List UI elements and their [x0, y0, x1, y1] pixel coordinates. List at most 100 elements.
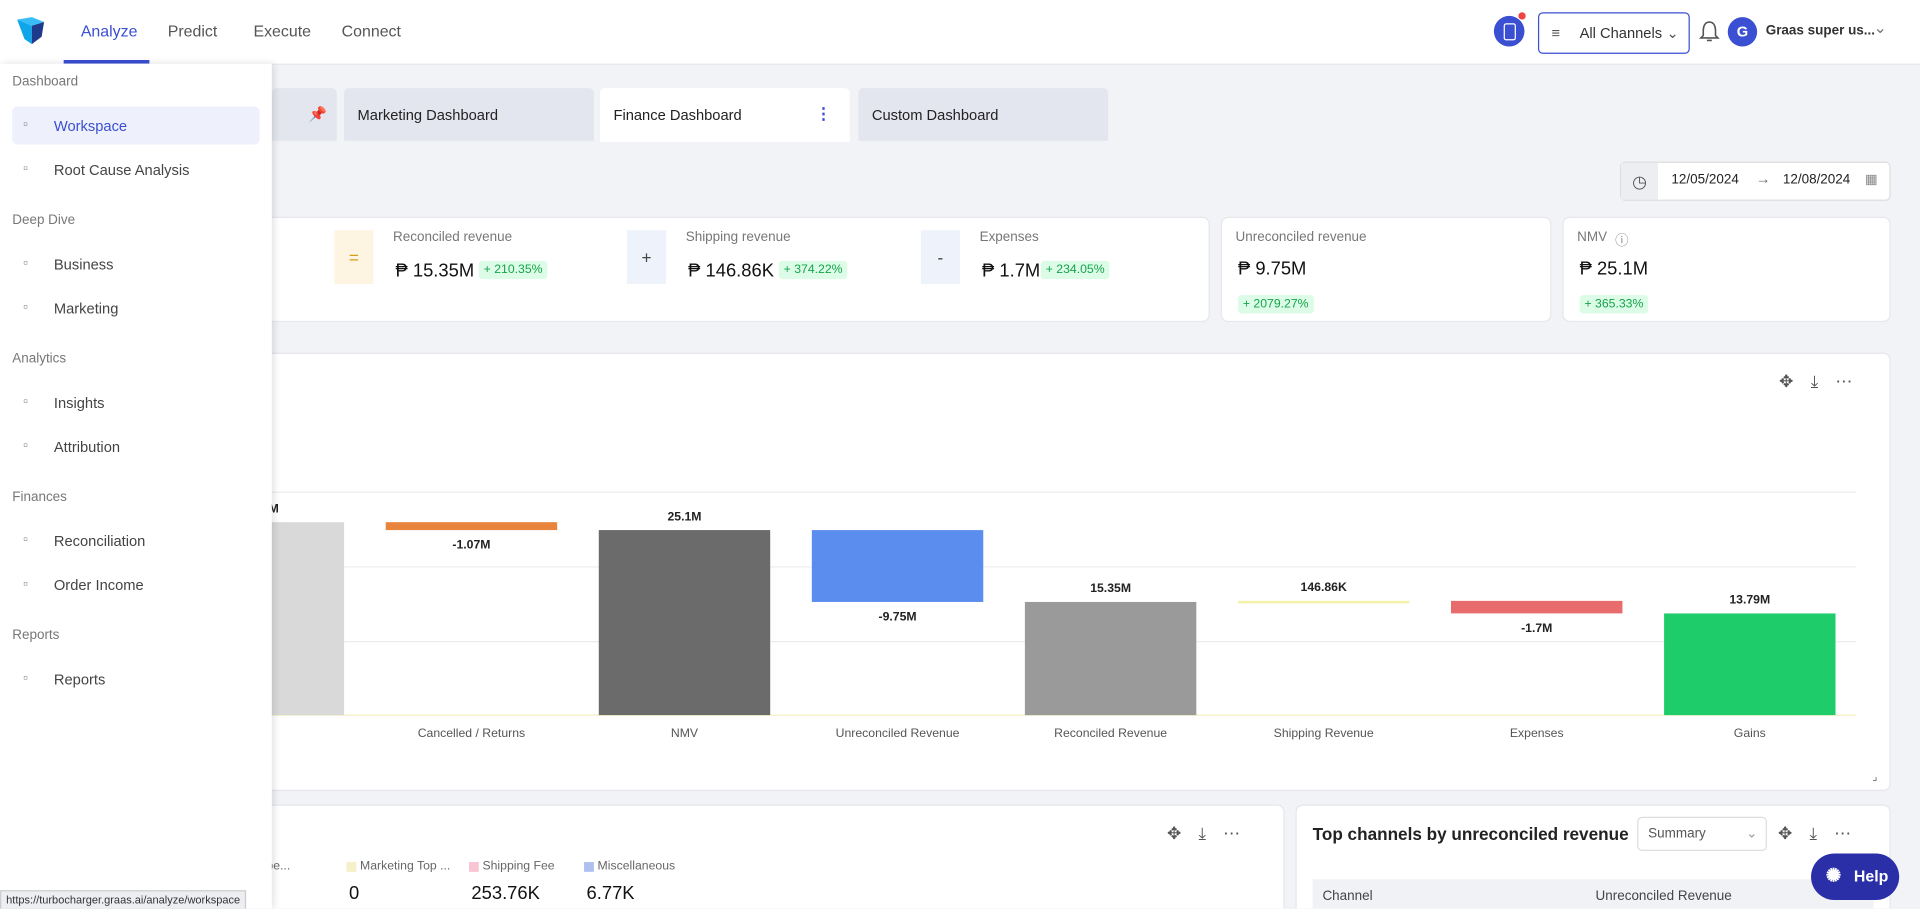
menu-icon: ▫	[23, 255, 29, 271]
report-icon[interactable]	[1493, 12, 1526, 47]
help-icon: ✺	[1825, 865, 1842, 887]
menu-item[interactable]: Business	[53, 255, 114, 274]
date-end: 12/08/2024	[1782, 172, 1851, 188]
kpi-change: + 234.05%	[1040, 260, 1110, 280]
date-range[interactable]: ◷ 12/05/2024 → 12/08/2024 ▦	[1620, 161, 1891, 201]
filter-label: All Channels	[1579, 24, 1663, 42]
value-label: -1.07M	[452, 537, 490, 551]
menu-item[interactable]: Marketing	[53, 300, 119, 318]
kpi-change: + 365.33%	[1579, 295, 1649, 314]
section-title: Analytics	[12, 351, 67, 367]
active-underline	[63, 60, 150, 64]
top-nav: Analyze Predict Execute Connect ≡ All Channe…	[0, 0, 1920, 65]
active-item-bg	[12, 106, 260, 145]
kpi-sign: =	[334, 230, 374, 285]
user-name[interactable]: Graas super us...	[1765, 23, 1876, 38]
help-button[interactable]: ✺ Help	[1811, 853, 1900, 901]
icon-glyph	[1503, 23, 1516, 41]
bar	[1237, 600, 1410, 604]
value-label: -1.7M	[1521, 621, 1552, 635]
category-label: Gains	[1734, 726, 1766, 740]
menu-icon: ▫	[23, 671, 29, 686]
tab-label: Finance Dashboard	[613, 106, 742, 124]
kpi-label: NMV	[1577, 230, 1608, 245]
bar	[385, 522, 558, 531]
dashboard-tab[interactable]: Custom Dashboard	[858, 88, 1109, 141]
category-label: Cancelled / Returns	[418, 726, 525, 740]
card-actions[interactable]: ✥⤓⋯	[1777, 822, 1869, 843]
legend-label: Shipping Fee	[482, 859, 555, 874]
bell-icon[interactable]	[1698, 20, 1720, 44]
legend-label: Miscellaneous	[597, 859, 676, 874]
sidebar: Dashboard ▫ Workspace ▫ Root Cause Analysis D…	[0, 63, 272, 909]
menu-item[interactable]: Insights	[53, 394, 105, 412]
bar	[598, 530, 771, 716]
menu-icon: ▫	[23, 394, 29, 409]
kpi-label: Expenses	[979, 230, 1039, 245]
card-actions[interactable]: ✥⤓⋯	[1166, 822, 1258, 843]
kpi-card: Unreconciled revenue ₱ 9.75M + 2079.27%	[1220, 216, 1552, 323]
menu-item[interactable]: Order Income	[53, 576, 144, 594]
card-actions[interactable]: ✥⤓⋯	[1779, 371, 1870, 391]
menu-item[interactable]: Workspace	[53, 117, 128, 135]
costs-card: ✥⤓⋯ ting Spe...6KMarketing Top ...0Shipp…	[221, 804, 1285, 909]
kpi-label: Reconciled revenue	[393, 230, 513, 245]
kpi-card: NMV ⓘ ₱ 25.1M + 365.33%	[1562, 216, 1891, 323]
menu-item[interactable]: Reports	[53, 671, 106, 689]
nav-tab[interactable]: Analyze	[80, 22, 138, 41]
menu-icon: ▫	[23, 300, 29, 315]
bar	[1451, 600, 1623, 614]
tab-label: Marketing Dashboard	[357, 106, 499, 124]
kpi-value: ₱ 15.35M	[395, 260, 475, 282]
cost-value: 6.77K	[586, 882, 635, 904]
value-label: -9.75M	[879, 609, 917, 623]
legend-swatch	[346, 862, 357, 872]
dashboard-tab[interactable]: Finance Dashboard ⋮	[600, 88, 850, 143]
top-channels-card: Top channels by unreconciled revenue Sum…	[1295, 804, 1891, 909]
summary-select[interactable]: Summary ⌄	[1637, 816, 1767, 852]
bar	[811, 530, 984, 602]
avatar[interactable]: G	[1727, 17, 1758, 47]
category-label: Expenses	[1510, 726, 1564, 740]
kpi-label: Unreconciled revenue	[1235, 230, 1367, 245]
user-chevron[interactable]: ⌄	[1873, 18, 1887, 37]
menu-item[interactable]: Attribution	[53, 438, 121, 456]
kpi-change: + 2079.27%	[1237, 295, 1314, 314]
section-title: Finances	[12, 489, 67, 505]
menu-item[interactable]: Reconciliation	[53, 532, 146, 550]
dashboard-tab[interactable]: Marketing Dashboard	[344, 88, 594, 141]
pinned-tab[interactable]: 📌	[271, 88, 337, 141]
column-header[interactable]: Channel	[1322, 888, 1373, 904]
channel-filter[interactable]: ≡ All Channels ⌄	[1537, 12, 1690, 54]
section-title: Deep Dive	[12, 213, 76, 228]
nav-tab[interactable]: Predict	[167, 22, 218, 41]
kpi-value: ₱ 1.7M	[982, 260, 1041, 282]
calendar-icon: ▦	[1864, 172, 1878, 188]
kpi-value: ₱ 25.1M	[1579, 258, 1649, 280]
nav-tab[interactable]: Connect	[341, 22, 401, 41]
legend-label: Marketing Top ...	[360, 859, 451, 874]
nav-tab[interactable]: Execute	[253, 22, 312, 41]
waterfall-card: ✥⤓⋯ ⌟	[244, 352, 1891, 792]
section-title: Reports	[12, 628, 60, 643]
kpi-value: ₱ 9.75M	[1237, 258, 1307, 280]
menu-icon: ▫	[23, 161, 29, 177]
info-icon: ⓘ	[1615, 233, 1629, 249]
legend-swatch	[468, 862, 479, 872]
column-header[interactable]: Unreconciled Revenue	[1595, 888, 1732, 904]
category-label: NMV	[671, 726, 699, 740]
category-label: Shipping Revenue	[1274, 726, 1374, 740]
resize-handle[interactable]: ⌟	[1872, 770, 1878, 783]
notification-dot	[1518, 12, 1526, 20]
kpi-sign: -	[920, 230, 961, 285]
menu-item[interactable]: Root Cause Analysis	[53, 161, 190, 179]
logo[interactable]	[15, 15, 47, 47]
bar	[1024, 601, 1197, 716]
tab-label: Custom Dashboard	[871, 106, 999, 124]
help-label: Help	[1853, 866, 1889, 886]
menu-icon: ▫	[23, 438, 29, 454]
legend-swatch	[584, 862, 594, 872]
